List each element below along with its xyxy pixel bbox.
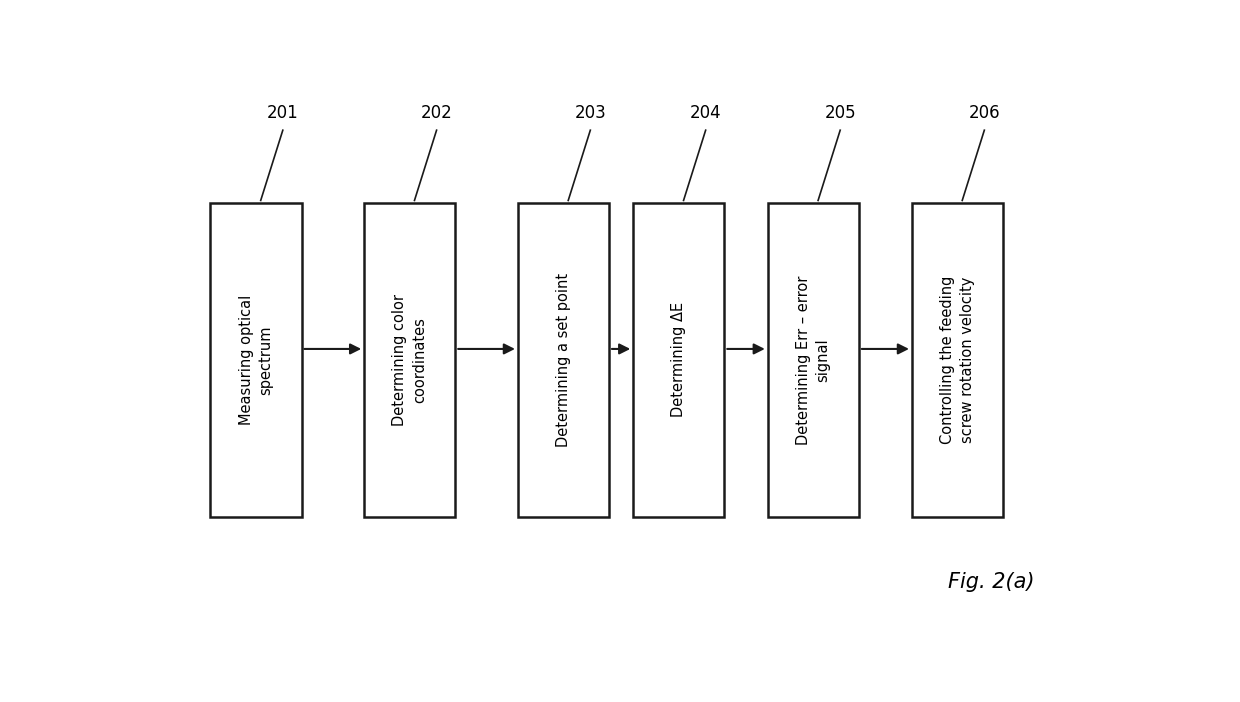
Text: Determining a set point: Determining a set point <box>556 273 570 447</box>
Text: Fig. 2(a): Fig. 2(a) <box>947 572 1034 592</box>
Text: Determining Err – error
signal: Determining Err – error signal <box>796 275 831 444</box>
Text: 203: 203 <box>574 104 606 122</box>
Bar <box>911 203 1003 517</box>
Text: Determining ΔE: Determining ΔE <box>671 303 686 418</box>
Text: 201: 201 <box>267 104 299 122</box>
Text: 204: 204 <box>689 104 722 122</box>
Bar <box>634 203 724 517</box>
Bar <box>518 203 609 517</box>
Bar <box>211 203 301 517</box>
Text: Determining color
coordinates: Determining color coordinates <box>392 294 427 426</box>
Bar <box>365 203 455 517</box>
Text: 205: 205 <box>825 104 856 122</box>
Text: 202: 202 <box>420 104 453 122</box>
Text: Controlling the feeding
screw rotation velocity: Controlling the feeding screw rotation v… <box>940 276 975 444</box>
Text: 206: 206 <box>968 104 1001 122</box>
Bar <box>768 203 859 517</box>
Text: Measuring optical
spectrum: Measuring optical spectrum <box>238 295 273 425</box>
